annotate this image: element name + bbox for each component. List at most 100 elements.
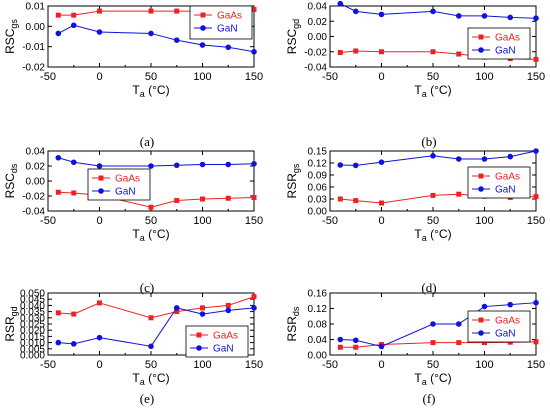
legend-label: GaAs <box>495 316 520 327</box>
data-point <box>55 12 61 18</box>
data-point <box>199 161 206 168</box>
panel-caption: (d) <box>421 280 436 295</box>
x-axis-label-sub: a <box>422 377 427 387</box>
data-point <box>148 30 154 37</box>
y-tick-label: 0.01 <box>26 2 46 13</box>
y-tick-label: 0.04 <box>308 335 328 346</box>
data-point <box>174 309 180 315</box>
x-axis-label-main: T <box>132 371 140 385</box>
x-tick-label: 100 <box>193 359 211 371</box>
legend-marker <box>200 12 206 18</box>
data-point <box>148 163 154 169</box>
x-tick-label: 0 <box>96 215 102 227</box>
y-tick-label: 0.12 <box>308 304 328 315</box>
data-point <box>456 340 462 346</box>
y-tick-label: -0.04 <box>304 63 327 74</box>
data-point <box>70 341 77 347</box>
data-point <box>148 315 154 321</box>
data-point <box>337 162 344 168</box>
x-tick-label: 150 <box>245 71 263 83</box>
x-tick-label: 150 <box>245 215 263 227</box>
data-point <box>225 307 232 314</box>
data-point <box>456 191 462 197</box>
data-point <box>337 196 343 202</box>
data-point <box>251 48 257 55</box>
y-tick-label: -0.02 <box>304 47 327 58</box>
series-gaas <box>55 189 257 210</box>
data-point <box>173 37 180 43</box>
data-point <box>455 13 462 19</box>
y-tick-label: 0.020 <box>20 326 45 337</box>
data-point <box>70 159 77 166</box>
data-point <box>251 305 257 311</box>
legend-marker <box>478 47 484 53</box>
x-axis-label-main: T <box>414 227 422 241</box>
x-tick-label: 50 <box>427 71 439 83</box>
data-point <box>353 344 359 350</box>
data-point <box>55 30 62 37</box>
y-tick-label: 0.000 <box>20 351 45 362</box>
data-point <box>481 13 488 19</box>
x-tick-label: 50 <box>427 359 439 371</box>
y-tick-label: 0.12 <box>308 159 328 170</box>
data-point <box>456 51 462 57</box>
series-line <box>340 3 537 19</box>
y-tick-label: 0.00 <box>308 351 328 362</box>
data-point <box>352 162 359 169</box>
data-point <box>379 49 384 55</box>
y-tick-label: 0.030 <box>20 313 45 324</box>
legend-marker <box>98 175 104 181</box>
y-tick-label: 0.00 <box>26 177 46 188</box>
x-tick-label: 150 <box>527 215 545 227</box>
legend-label: GaAs <box>213 331 238 342</box>
data-point <box>378 11 385 18</box>
x-tick-label: 100 <box>475 71 493 83</box>
legend-box <box>189 5 253 40</box>
legend-marker <box>200 25 206 31</box>
data-point <box>71 12 77 18</box>
legend: GaAs GaN <box>185 325 249 358</box>
x-axis-label: Ta (°C) <box>132 227 169 243</box>
y-axis-label-main: RSR <box>3 316 17 342</box>
chart-panel-1: -50 0 50 100 150 -0.02 -0.01 0.00 0.01 Ta (°C) RSC… <box>3 2 263 150</box>
data-point <box>174 8 180 14</box>
panel-caption: (c) <box>140 280 154 295</box>
series-line <box>58 24 255 53</box>
legend-marker <box>478 330 484 336</box>
x-tick-label: 0 <box>96 71 102 83</box>
x-axis-label-main: T <box>132 227 140 241</box>
data-point <box>97 8 102 14</box>
data-point <box>507 301 514 308</box>
y-axis-label-main: RSC <box>3 173 17 199</box>
data-point <box>251 195 257 200</box>
data-point <box>378 159 385 165</box>
legend-marker <box>98 188 104 194</box>
series-gan <box>55 22 257 55</box>
y-axis-label: RSCgd <box>285 19 301 54</box>
data-point <box>225 161 232 168</box>
x-axis-label-main: T <box>132 83 140 97</box>
y-tick-label: 0.00 <box>26 22 46 33</box>
data-point <box>482 340 487 346</box>
y-axis-label: RSRgs <box>285 163 301 198</box>
legend-label: GaAs <box>115 174 140 185</box>
series-gan <box>55 305 257 350</box>
data-point <box>430 192 436 198</box>
legend-label: GaN <box>217 24 238 35</box>
x-axis-label-sub: a <box>140 377 145 387</box>
x-tick-label: 100 <box>193 215 211 227</box>
x-axis-label: Ta (°C) <box>132 83 169 99</box>
y-axis-label-main: RSC <box>285 29 299 55</box>
series-gaas <box>55 294 257 321</box>
x-axis-label-unit: (°C) <box>427 371 452 385</box>
legend: GaAs GaN <box>467 27 531 60</box>
data-point <box>337 0 344 7</box>
y-tick-label: 0.02 <box>26 162 46 173</box>
data-point <box>96 334 103 341</box>
y-tick-label: -0.02 <box>22 63 45 74</box>
x-axis-label-unit: (°C) <box>427 227 452 241</box>
x-tick-label: 0 <box>378 359 384 371</box>
data-point <box>148 8 154 14</box>
data-point <box>353 198 359 204</box>
x-axis-label: Ta (°C) <box>414 227 451 243</box>
